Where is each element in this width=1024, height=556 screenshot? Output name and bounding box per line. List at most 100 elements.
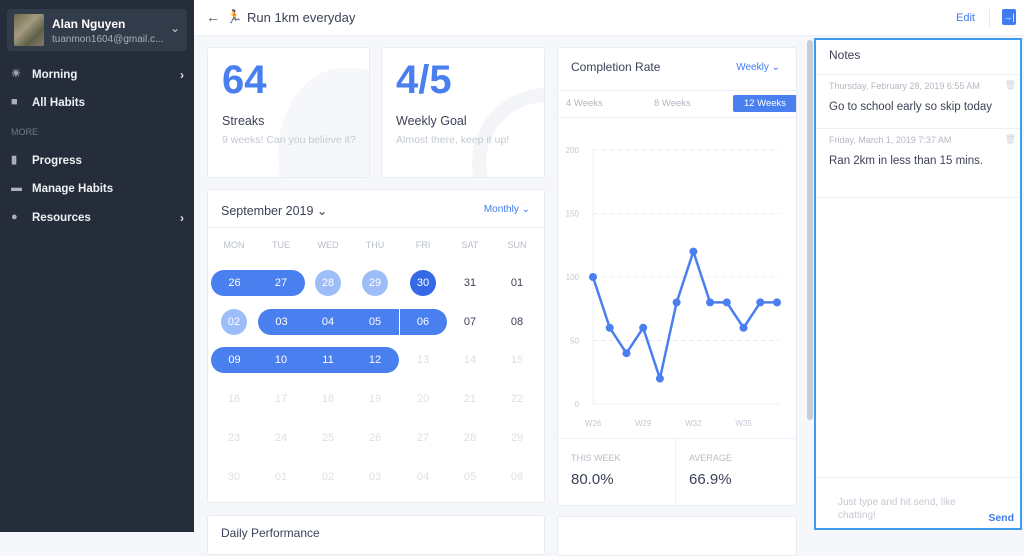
- day-number: 05: [368, 315, 382, 328]
- calendar-day[interactable]: 23: [211, 425, 258, 451]
- calendar-day[interactable]: 21: [447, 386, 494, 412]
- daily-performance-card: Daily Performance: [207, 515, 545, 555]
- calendar-day[interactable]: 05: [351, 308, 399, 335]
- trash-icon[interactable]: 🗑: [1004, 134, 1016, 144]
- calendar-day[interactable]: 28: [305, 270, 352, 296]
- note-text: Ran 2km in less than 15 mins.: [829, 155, 984, 167]
- view-dropdown[interactable]: Monthly ⌄: [484, 204, 530, 215]
- calendar-day[interactable]: 29: [352, 270, 399, 296]
- goal-value: 4/5: [396, 58, 452, 102]
- day-number: 22: [510, 393, 524, 406]
- scrollbar[interactable]: [807, 40, 813, 420]
- bar-chart-icon: ▮: [11, 154, 18, 166]
- calendar-day[interactable]: 10: [257, 347, 305, 374]
- calendar-day[interactable]: 28: [447, 425, 494, 451]
- calendar-day[interactable]: 16: [211, 386, 258, 412]
- note-text: Go to school early so skip today: [829, 101, 992, 113]
- tab-8-weeks[interactable]: 8 Weeks: [654, 98, 691, 109]
- calendar-day[interactable]: 09: [211, 347, 258, 374]
- period-dropdown[interactable]: Weekly ⌄: [736, 62, 780, 73]
- month-selector[interactable]: September 2019 ⌄: [221, 203, 327, 218]
- y-tick-label: 0: [575, 400, 580, 409]
- trash-icon[interactable]: 🗑: [1004, 80, 1016, 90]
- calendar-day[interactable]: 19: [352, 386, 399, 412]
- calendar-day[interactable]: 26: [352, 425, 399, 451]
- calendar-day[interactable]: 17: [258, 386, 305, 412]
- y-tick-label: 150: [566, 210, 580, 219]
- x-tick-label: W32: [685, 419, 702, 428]
- sidebar-item-manage-habits[interactable]: ▬ Manage Habits: [11, 182, 114, 196]
- bottom-card: [557, 516, 797, 556]
- sidebar-item-all-habits[interactable]: ■ All Habits: [11, 96, 86, 110]
- calendar-day[interactable]: 07: [447, 309, 494, 335]
- calendar-day[interactable]: 04: [304, 308, 352, 335]
- sun-icon: ☀: [11, 68, 21, 80]
- sidebar-item-progress[interactable]: ▮ Progress: [11, 154, 82, 168]
- calendar-day[interactable]: 08: [494, 309, 541, 335]
- user-menu[interactable]: Alan Nguyen tuanmon1604@gmail.c... ⌄: [7, 9, 187, 51]
- collapse-panel-icon[interactable]: →|: [1002, 9, 1016, 25]
- note-input[interactable]: Just type and hit send, like chatting!: [838, 497, 956, 521]
- calendar-day[interactable]: 05: [447, 464, 494, 490]
- chevron-down-icon[interactable]: ⌄: [169, 21, 180, 35]
- calendar-day[interactable]: 26: [211, 270, 258, 296]
- range-tabs: 4 Weeks 8 Weeks 12 Weeks: [558, 90, 796, 118]
- calendar-header: September 2019 ⌄ Monthly ⌄: [208, 190, 544, 228]
- data-point: [739, 323, 748, 332]
- calendar-day[interactable]: 14: [447, 347, 494, 373]
- day-number: 01: [510, 277, 524, 289]
- calendar-day[interactable]: 18: [305, 386, 352, 412]
- back-arrow-icon[interactable]: ←: [206, 9, 220, 25]
- calendar-day[interactable]: 13: [400, 347, 447, 373]
- day-number: 09: [228, 354, 241, 367]
- edit-button[interactable]: Edit: [956, 12, 975, 24]
- day-number: 20: [416, 393, 430, 406]
- calendar-day[interactable]: 06: [494, 464, 541, 490]
- calendar-day[interactable]: 04: [400, 464, 447, 490]
- note-item: Friday, March 1, 2019 7:37 AM 🗑 Ran 2km …: [816, 128, 1020, 198]
- sidebar-item-morning[interactable]: ☀ Morning ›: [11, 68, 184, 82]
- day-number: 03: [368, 470, 382, 483]
- streak-value: 64: [222, 58, 267, 102]
- calendar-day[interactable]: 29: [494, 425, 541, 451]
- sidebar-item-resources[interactable]: ● Resources ›: [11, 211, 184, 225]
- calendar-day[interactable]: 27: [257, 270, 305, 296]
- calendar-day[interactable]: 01: [494, 270, 541, 296]
- calendar-day[interactable]: 30: [400, 270, 447, 296]
- calendar-day[interactable]: 01: [258, 464, 305, 490]
- tab-12-weeks[interactable]: 12 Weeks: [733, 95, 796, 112]
- send-button[interactable]: Send: [988, 512, 1014, 524]
- calendar-day[interactable]: 15: [494, 347, 541, 373]
- calendar-day[interactable]: 06: [399, 308, 447, 335]
- day-number: 13: [416, 354, 430, 367]
- calendar-day[interactable]: 03: [258, 308, 305, 335]
- calendar-day[interactable]: 30: [211, 464, 258, 490]
- note-date: Thursday, February 28, 2019 6:55 AM: [829, 81, 980, 91]
- calendar-day[interactable]: 20: [400, 386, 447, 412]
- data-point: [689, 247, 698, 256]
- calendar-day[interactable]: 25: [305, 425, 352, 451]
- completion-title: Completion Rate: [571, 60, 661, 74]
- calendar-day[interactable]: 03: [352, 464, 399, 490]
- day-number: 31: [463, 277, 477, 289]
- calendar-day[interactable]: 27: [400, 425, 447, 451]
- day-number: 26: [228, 277, 241, 289]
- y-tick-label: 100: [566, 273, 580, 282]
- calendar-day[interactable]: 11: [304, 347, 352, 374]
- calendar-day[interactable]: 24: [258, 425, 305, 451]
- streak-subtitle: 9 weeks! Can you believe it?: [222, 134, 356, 146]
- calendar-day[interactable]: 22: [494, 386, 541, 412]
- tab-4-weeks[interactable]: 4 Weeks: [566, 98, 603, 109]
- chevron-down-icon: ⌄: [771, 62, 780, 73]
- calendar-day[interactable]: 02: [305, 464, 352, 490]
- daily-performance-title: Daily Performance: [221, 526, 320, 540]
- day-number: 30: [227, 470, 241, 483]
- day-number: 29: [362, 270, 388, 296]
- data-point: [756, 298, 765, 307]
- note-item: Thursday, February 28, 2019 6:55 AM 🗑 Go…: [816, 74, 1020, 128]
- calendar-day[interactable]: 02: [211, 308, 258, 335]
- calendar-day[interactable]: 12: [351, 347, 399, 374]
- calendar-day[interactable]: 31: [447, 270, 494, 296]
- header: ← 🏃 Run 1km everyday Edit →|: [194, 0, 1024, 36]
- data-point: [639, 323, 648, 332]
